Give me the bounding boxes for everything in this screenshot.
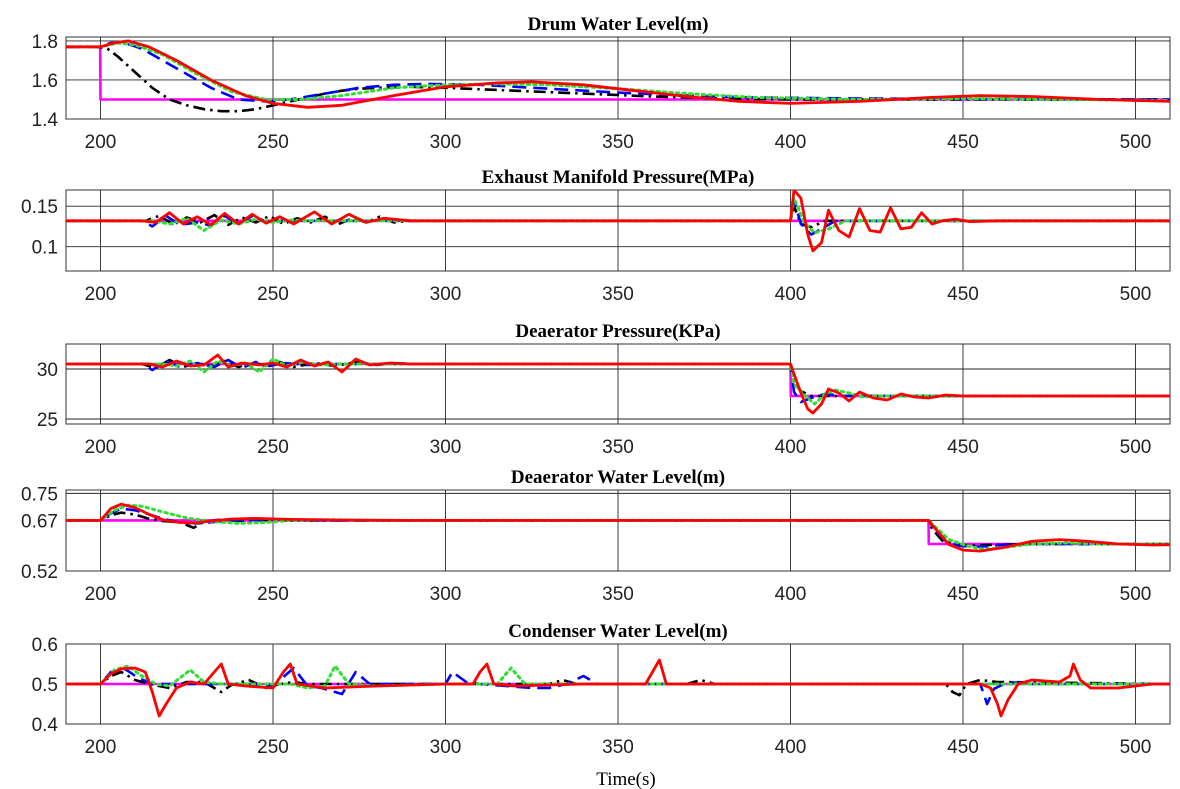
y-tick-label: 0.4 bbox=[32, 715, 59, 736]
series-line-3 bbox=[66, 664, 1170, 690]
x-tick-label: 250 bbox=[257, 284, 289, 305]
x-tick-label: 200 bbox=[85, 132, 117, 153]
series-group bbox=[66, 658, 1170, 718]
x-tick-label: 200 bbox=[85, 737, 117, 758]
x-tick-label: 400 bbox=[775, 284, 807, 305]
x-tick-label: 500 bbox=[1120, 132, 1152, 153]
x-tick-label: 250 bbox=[257, 584, 289, 605]
x-tick-label: 250 bbox=[257, 132, 289, 153]
x-tick-label: 300 bbox=[430, 284, 462, 305]
subplot-1: Exhaust Manifold Pressure(MPa) 200 250 300 3… bbox=[21, 167, 1171, 305]
x-tick-label: 500 bbox=[1120, 437, 1152, 458]
subplot-3: Deaerator Water Level(m) 200 250 300 350 400 4… bbox=[21, 467, 1171, 605]
x-tick-label: 450 bbox=[947, 437, 979, 458]
x-tick-label: 450 bbox=[947, 132, 979, 153]
y-tick-label: 1.8 bbox=[32, 32, 58, 53]
subplot-2: Deaerator Pressure(KPa) 200 250 300 350 400 45… bbox=[37, 321, 1171, 458]
series-line-3 bbox=[66, 196, 1170, 235]
subplot-title: Deaerator Water Level(m) bbox=[511, 467, 725, 488]
subplot-title: Drum Water Level(m) bbox=[528, 14, 709, 35]
subplot-title: Exhaust Manifold Pressure(MPa) bbox=[482, 167, 755, 188]
x-tick-label: 250 bbox=[257, 437, 289, 458]
x-tick-label: 400 bbox=[775, 584, 807, 605]
x-tick-label: 350 bbox=[602, 132, 634, 153]
x-axis-label: Time(s) bbox=[596, 769, 655, 789]
x-tick-label: 500 bbox=[1120, 584, 1152, 605]
y-tick-label: 25 bbox=[37, 410, 58, 431]
subplot-4: Condenser Water Level(m) 200 250 300 350 400 4… bbox=[32, 621, 1171, 758]
x-tick-label: 400 bbox=[775, 737, 807, 758]
y-tick-label: 0.67 bbox=[21, 511, 58, 532]
series-line-1 bbox=[66, 670, 1170, 697]
x-tick-label: 450 bbox=[947, 737, 979, 758]
x-tick-label: 250 bbox=[257, 737, 289, 758]
series-group bbox=[66, 353, 1170, 415]
x-tick-label: 350 bbox=[602, 284, 634, 305]
x-tick-label: 350 bbox=[602, 737, 634, 758]
x-tick-label: 200 bbox=[85, 284, 117, 305]
x-tick-label: 500 bbox=[1120, 737, 1152, 758]
y-tick-label: 1.6 bbox=[32, 71, 58, 92]
y-tick-label: 1.4 bbox=[32, 110, 59, 131]
x-tick-label: 300 bbox=[430, 737, 462, 758]
series-group bbox=[66, 190, 1170, 253]
x-tick-label: 500 bbox=[1120, 284, 1152, 305]
subplot-0: Drum Water Level(m) 200 250 300 350 400 450 500… bbox=[32, 14, 1171, 153]
subplot-title: Condenser Water Level(m) bbox=[508, 621, 728, 642]
series-group bbox=[66, 502, 1170, 553]
x-tick-label: 400 bbox=[775, 132, 807, 153]
y-tick-label: 0.1 bbox=[32, 238, 58, 259]
x-tick-label: 300 bbox=[430, 437, 462, 458]
series-group bbox=[66, 39, 1170, 113]
series-line-4 bbox=[66, 658, 1170, 718]
x-tick-label: 450 bbox=[947, 584, 979, 605]
y-tick-label: 0.52 bbox=[21, 562, 58, 583]
y-tick-label: 0.75 bbox=[21, 484, 58, 505]
series-line-4 bbox=[66, 39, 1170, 109]
y-tick-label: 30 bbox=[37, 360, 58, 381]
x-tick-label: 350 bbox=[602, 584, 634, 605]
x-tick-label: 350 bbox=[602, 437, 634, 458]
y-tick-label: 0.6 bbox=[32, 635, 58, 656]
series-line-4 bbox=[66, 353, 1170, 415]
x-tick-label: 300 bbox=[430, 132, 462, 153]
x-tick-label: 450 bbox=[947, 284, 979, 305]
y-tick-label: 0.5 bbox=[32, 675, 58, 696]
y-tick-label: 0.15 bbox=[21, 197, 58, 218]
x-tick-label: 400 bbox=[775, 437, 807, 458]
series-line-1 bbox=[66, 45, 1170, 113]
x-tick-label: 200 bbox=[85, 437, 117, 458]
x-tick-label: 200 bbox=[85, 584, 117, 605]
series-line-3 bbox=[66, 41, 1170, 102]
x-tick-label: 300 bbox=[430, 584, 462, 605]
series-line-4 bbox=[66, 502, 1170, 553]
series-line-4 bbox=[66, 190, 1170, 253]
subplot-title: Deaerator Pressure(KPa) bbox=[515, 321, 720, 342]
